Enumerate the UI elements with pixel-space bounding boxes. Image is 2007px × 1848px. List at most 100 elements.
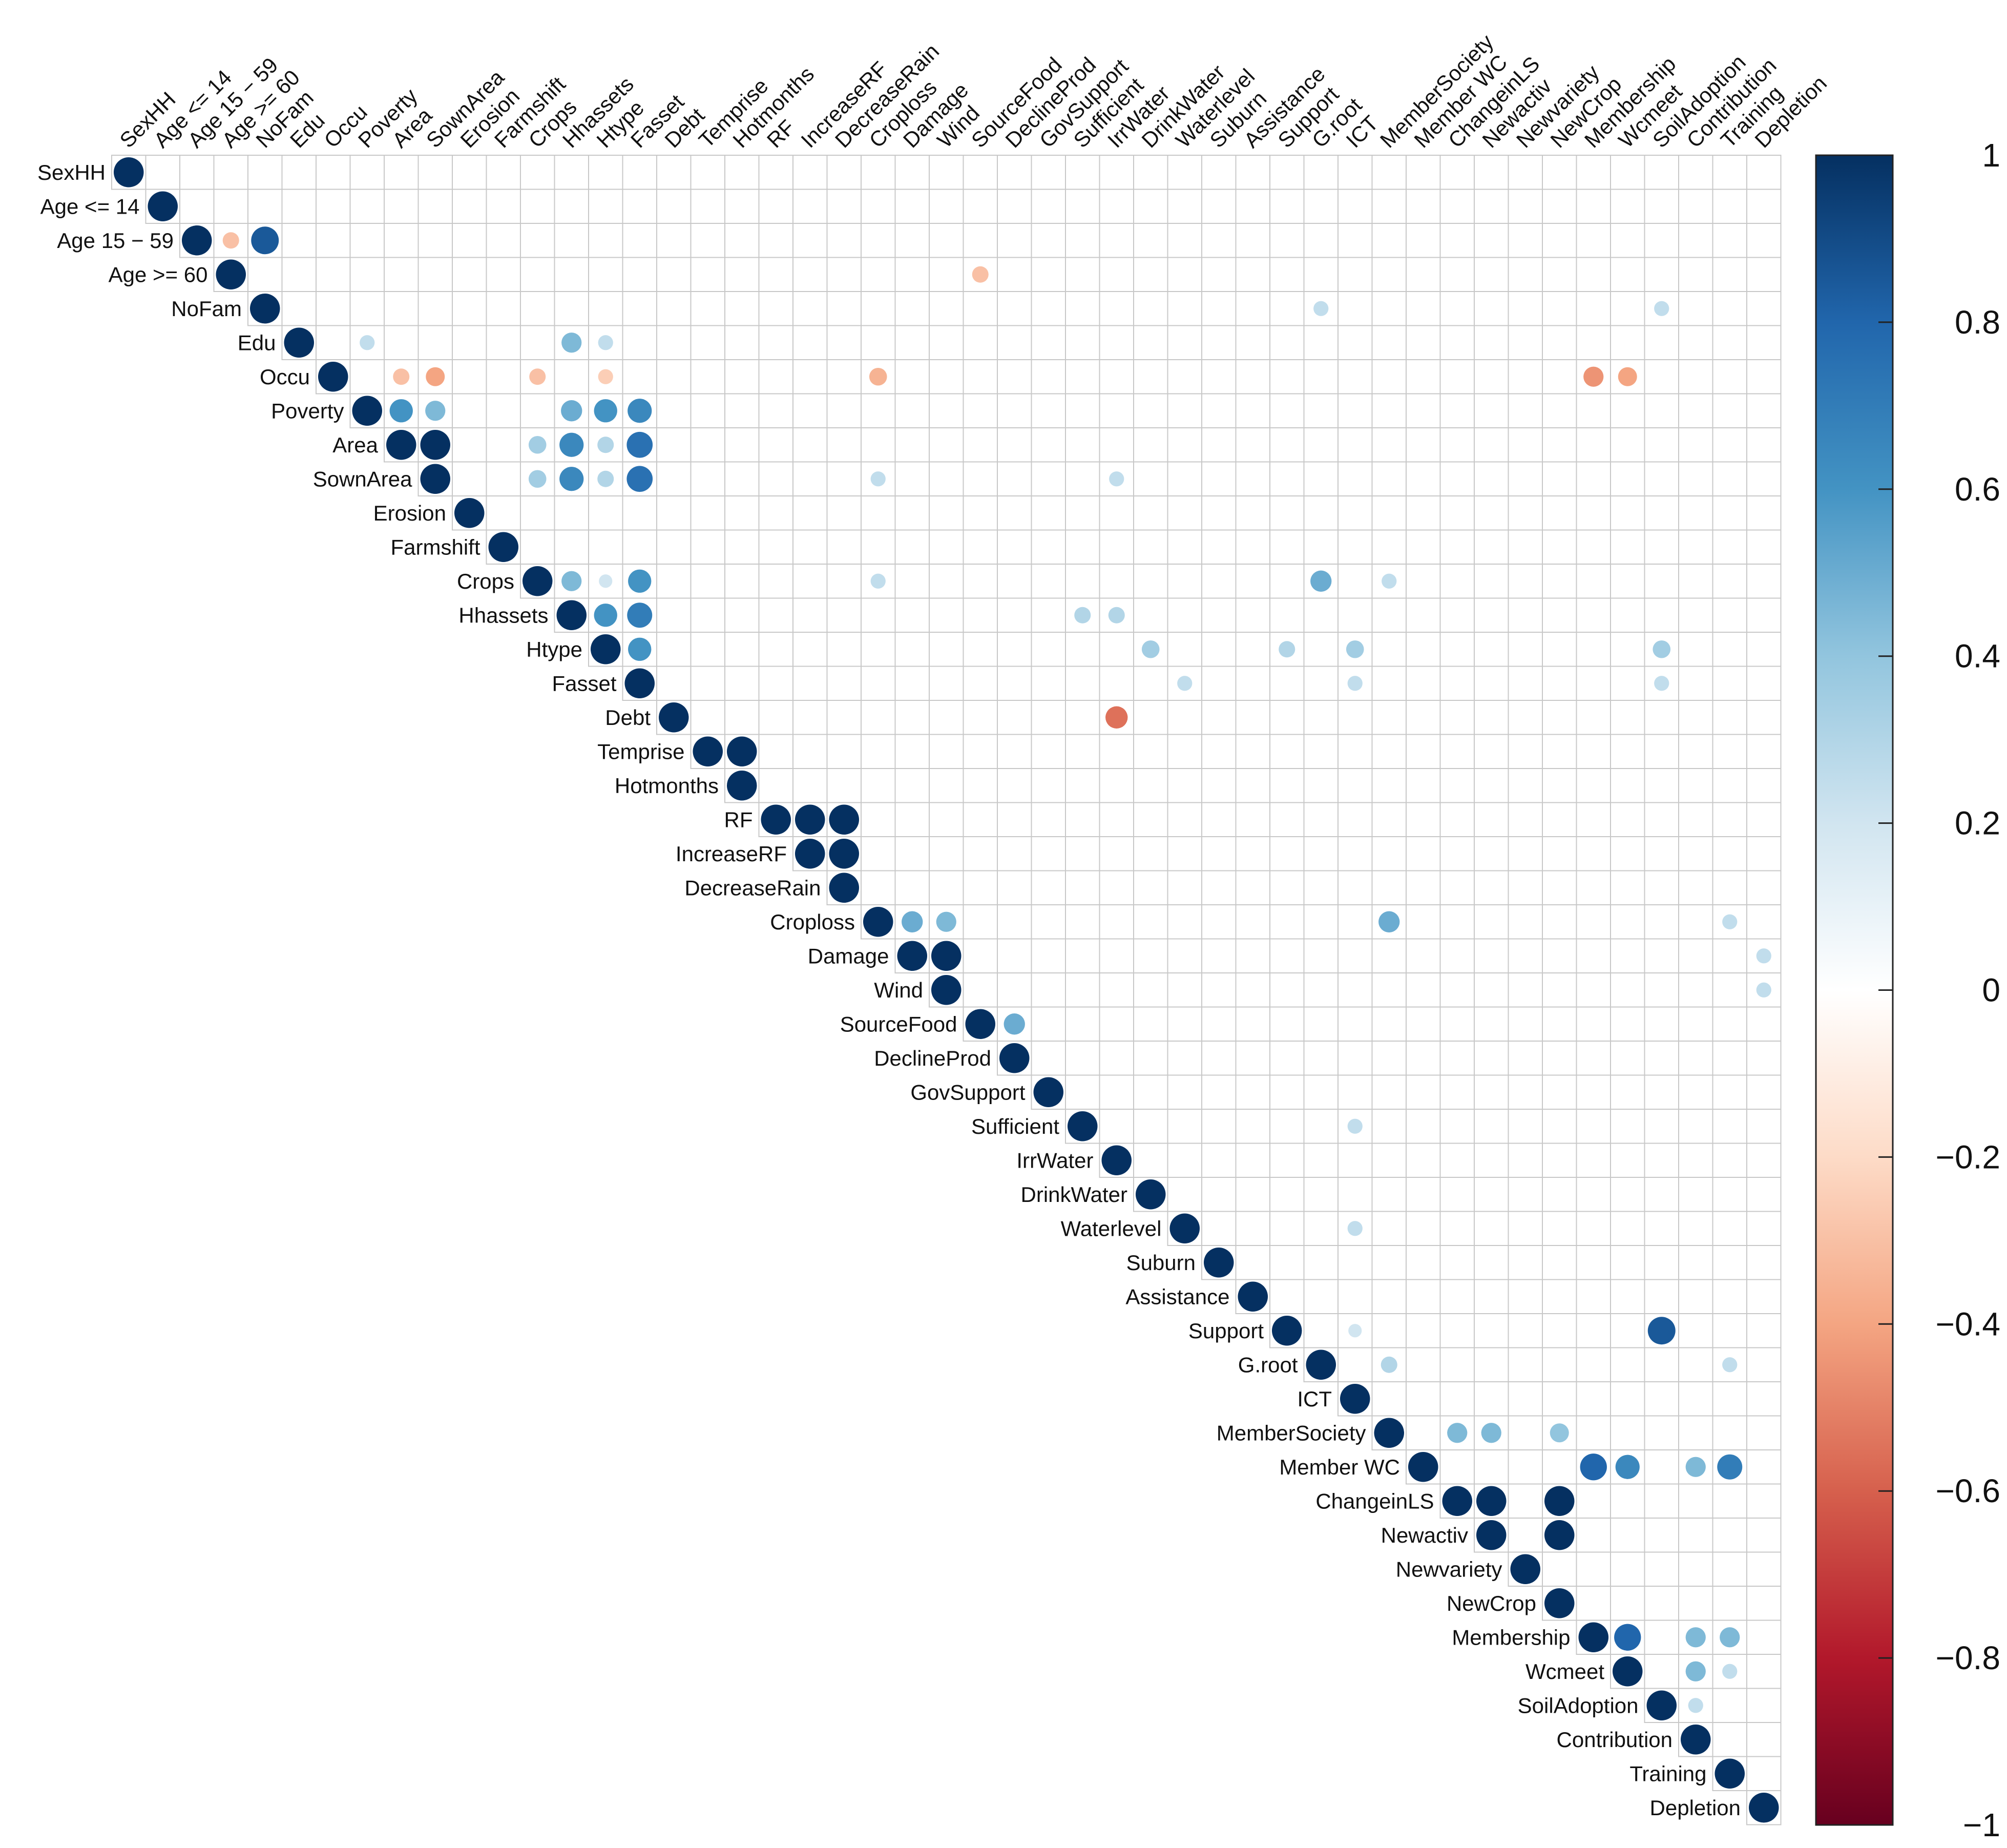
grid-cell (1269, 1143, 1305, 1178)
grid-cell (792, 393, 828, 428)
grid-cell (1031, 768, 1066, 803)
corr-point-nofam-nofam: NoFam / NoFam: 1 (249, 293, 280, 324)
grid-cell (1406, 1109, 1441, 1144)
grid-cell (1576, 564, 1611, 599)
grid-cell (1610, 529, 1645, 565)
grid-cell (588, 223, 623, 258)
grid-cell (826, 700, 862, 735)
grid-cell (1337, 1074, 1373, 1110)
grid-cell (1235, 700, 1270, 735)
grid-cell (963, 564, 998, 599)
grid-cell (1235, 632, 1270, 667)
grid-cell (1371, 1074, 1407, 1110)
grid-cell (1678, 1006, 1713, 1042)
grid-cell (1031, 495, 1066, 531)
grid-cell (1406, 802, 1441, 837)
grid-cell (1031, 155, 1066, 190)
row-label-ict: ICT (1297, 1387, 1332, 1411)
grid-cell (384, 189, 419, 224)
grid-cell (1746, 1790, 1782, 1825)
grid-cell (1303, 870, 1339, 905)
grid-cell (1439, 291, 1475, 326)
grid-cell (1031, 938, 1066, 973)
grid-cell (1406, 1279, 1441, 1314)
grid-cell (1712, 972, 1747, 1008)
grid-cell (963, 904, 998, 940)
grid-cell (1474, 1177, 1509, 1212)
grid-cell (1065, 870, 1100, 905)
grid-cell (1474, 1381, 1509, 1417)
grid-cell (1542, 904, 1577, 940)
grid-cell (1678, 155, 1713, 190)
grid-cell (520, 325, 555, 360)
grid-cell (1644, 325, 1679, 360)
grid-cell (1269, 666, 1305, 701)
grid-cell (1542, 529, 1577, 565)
grid-cell (997, 257, 1032, 292)
grid-cell (1167, 1109, 1202, 1144)
grid-cell (1644, 870, 1679, 905)
corr-point-declineprod-declineprod: DeclineProd / DeclineProd: 1 (999, 1043, 1030, 1073)
grid-cell (1576, 393, 1611, 428)
grid-cell (452, 359, 487, 394)
grid-cell (1406, 461, 1441, 496)
grid-cell (1099, 1006, 1134, 1042)
grid-cell (1610, 1041, 1645, 1076)
grid-cell (656, 597, 692, 633)
grid-cell (1133, 461, 1168, 496)
grid-cell (1269, 461, 1305, 496)
grid-cell (1133, 564, 1168, 599)
grid-cell (1746, 734, 1782, 769)
grid-cell (1508, 938, 1543, 973)
grid-cell (1269, 597, 1305, 633)
grid-cell (1065, 1006, 1100, 1042)
corr-point-irrwater-irrwater: IrrWater / IrrWater: 1 (1101, 1145, 1132, 1176)
grid-cell (1439, 1449, 1475, 1485)
grid-cell (1337, 291, 1373, 326)
grid-cell (724, 393, 760, 428)
grid-cell (1746, 223, 1782, 258)
grid-cell (1201, 632, 1237, 667)
grid-cell (1508, 972, 1543, 1008)
grid-cell (690, 564, 725, 599)
grid-cell (1099, 257, 1134, 292)
grid-cell (1542, 768, 1577, 803)
grid-cell (1133, 972, 1168, 1008)
grid-cell (1099, 189, 1134, 224)
grid-cell (1099, 155, 1134, 190)
corr-point-newactiv-newcrop: Newactiv / NewCrop: 1 (1544, 1520, 1575, 1550)
grid-cell (1099, 495, 1134, 531)
grid-cell (1406, 155, 1441, 190)
grid-cell (724, 564, 760, 599)
grid-cell (894, 155, 930, 190)
grid-cell (724, 495, 760, 531)
grid-cell (1133, 938, 1168, 973)
corr-point-sownarea-htype: SownArea / Htype: 0.3 (597, 470, 614, 487)
grid-cell (1542, 597, 1577, 633)
corr-point-htype-drinkwater: Htype / DrinkWater: 0.35 (1141, 640, 1160, 658)
grid-cell (1439, 870, 1475, 905)
grid-cell (690, 529, 725, 565)
grid-cell (1474, 257, 1509, 292)
grid-cell (1610, 904, 1645, 940)
grid-cell (963, 155, 998, 190)
grid-cell (384, 291, 419, 326)
grid-cell (1542, 1279, 1577, 1314)
corr-point-temprise-temprise: Temprise / Temprise: 1 (693, 736, 723, 767)
grid-cell (1542, 1347, 1577, 1382)
row-label-hotmonths: Hotmonths (615, 774, 719, 798)
grid-cell (247, 257, 283, 292)
grid-cell (1406, 1245, 1441, 1280)
grid-cell (1133, 1143, 1168, 1178)
grid-cell (1371, 495, 1407, 531)
grid-cell (1746, 870, 1782, 905)
grid-cell (894, 734, 930, 769)
grid-cell (1474, 529, 1509, 565)
grid-cell (1031, 836, 1066, 871)
grid-cell (1201, 564, 1237, 599)
grid-cell (1406, 1211, 1441, 1246)
corr-point-age-14-age-14: Age <= 14 / Age <= 14: 1 (148, 191, 178, 222)
grid-cell (894, 700, 930, 735)
grid-cell (758, 189, 793, 224)
corr-point-wind-depletion: Wind / Depletion: 0.25 (1756, 982, 1771, 998)
